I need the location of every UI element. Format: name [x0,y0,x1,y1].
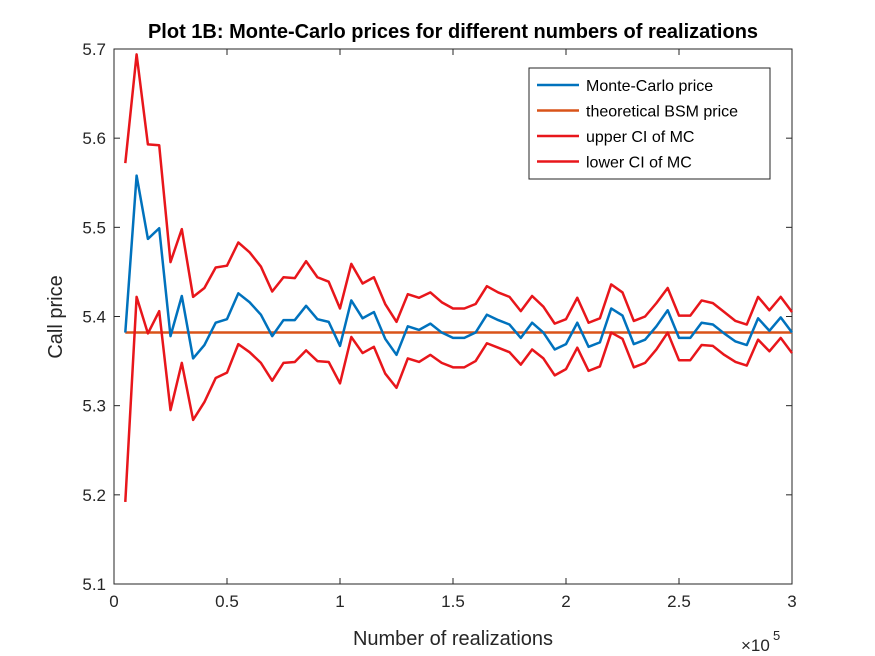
series-line-lower-ci-of-mc [124,295,794,503]
legend-entry-label: theoretical BSM price [586,104,738,121]
chart-title: Plot 1B: Monte-Carlo prices for differen… [148,21,758,43]
y-tick-label: 5.4 [82,308,106,327]
legend: Monte-Carlo price theoretical BSM price up… [528,67,771,180]
y-tick-label: 5.1 [82,575,106,594]
y-tick-label: 5.6 [82,129,106,148]
x-tick-label: 2.5 [667,592,691,611]
x-exponent-power: 5 [773,628,780,643]
y-axis-label: Call price [45,275,67,358]
x-axis-exponent: ×10 5 [741,628,780,655]
x-tick-label: 1 [335,592,344,611]
y-tick-label: 5.7 [82,40,106,59]
x-tick-label: 0.5 [215,592,239,611]
legend-entry-label: lower CI of MC [586,155,692,172]
y-tick-label: 5.3 [82,397,106,416]
legend-entry-label: upper CI of MC [586,129,694,146]
series-line-monte-carlo-price [124,174,794,360]
y-tick-label: 5.5 [82,218,106,237]
legend-entry-label: Monte-Carlo price [586,78,713,95]
x-tick-label: 0 [109,592,118,611]
series-line-upper-ci-of-mc [124,53,794,326]
x-exponent-base: ×10 [741,636,770,655]
x-tick-label: 1.5 [441,592,465,611]
x-tick-label: 3 [787,592,796,611]
x-tick-label: 2 [561,592,570,611]
y-tick-label: 5.2 [82,486,106,505]
x-axis-label: Number of realizations [353,628,553,650]
